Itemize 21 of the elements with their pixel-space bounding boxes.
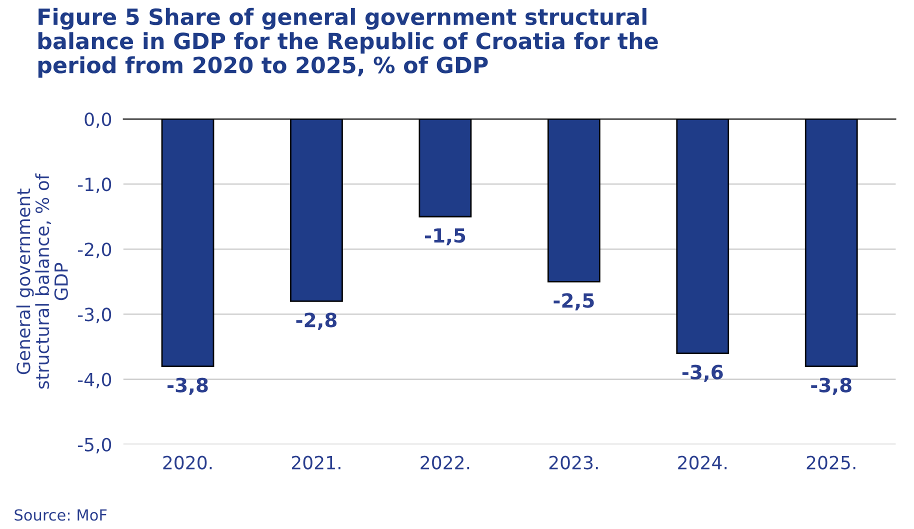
data-label: -3,6 — [682, 364, 723, 382]
y-tick-label: -5,0 — [78, 438, 112, 454]
x-tick-label: 2025. — [806, 456, 856, 470]
y-tick-label: -3,0 — [78, 308, 112, 324]
data-label: -3,8 — [811, 378, 852, 395]
x-tick-label: 2024. — [678, 456, 727, 470]
x-tick-label: 2023. — [549, 456, 598, 470]
y-tick-label: -4,0 — [78, 372, 112, 388]
data-label: -1,5 — [424, 228, 466, 246]
data-label: -2,5 — [554, 293, 594, 310]
y-tick-label: -1,0 — [78, 178, 112, 194]
data-label: -2,8 — [296, 312, 337, 330]
y-axis-title: General government structural balance, % of GDP — [16, 173, 68, 389]
data-label: -3,8 — [168, 378, 208, 395]
x-tick-label: 2021. — [292, 456, 340, 470]
y-tick-label: 0,0 — [84, 112, 112, 128]
x-tick-label: 2020. — [163, 456, 212, 470]
x-tick-label: 2022. — [420, 456, 470, 470]
chart-title: Figure 5 Share of general government structural balance in GDP for the Republic of Croatia for the period from 2020 to 2025, % of GDP — [38, 8, 658, 78]
source-note: Source: MoF — [14, 509, 107, 521]
y-tick-label: -2,0 — [78, 242, 112, 258]
